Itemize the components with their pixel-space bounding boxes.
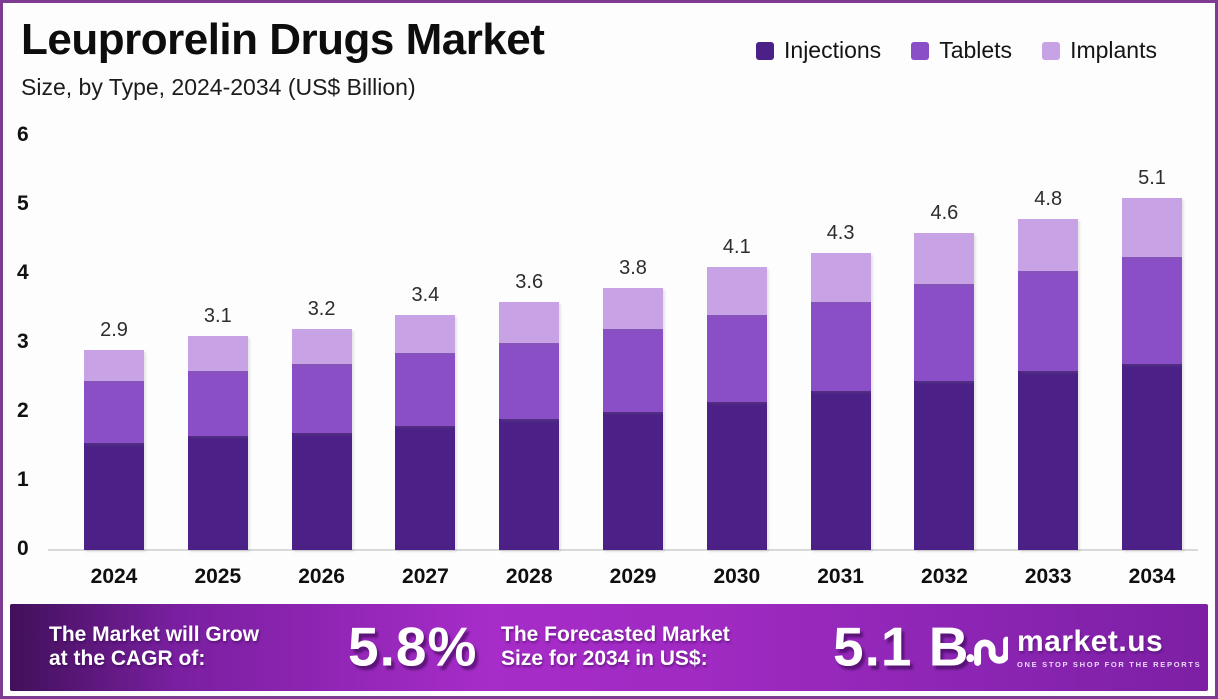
bar-segment-injections-2031[interactable] xyxy=(810,391,871,550)
legend: Injections Tablets Implants xyxy=(756,37,1157,64)
bar-total-label-2027: 3.4 xyxy=(411,284,440,307)
x-axis-label-2025: 2025 xyxy=(194,565,242,588)
page-title: Leuprorelin Drugs Market xyxy=(21,15,545,64)
bar-total-label-2026: 3.2 xyxy=(307,298,336,321)
page-subtitle: Size, by Type, 2024-2034 (US$ Billion) xyxy=(21,73,416,100)
stacked-bar-chart: 0 1 2 3 4 5 6 2.9 2024 3.1 2025 3.2 2026 3.4 2027 3.6 20… xyxy=(3,3,1215,696)
bar-segment-injections-2030[interactable] xyxy=(706,401,767,550)
bar-segment-implants-2024[interactable] xyxy=(84,349,144,381)
legend-item-injections[interactable]: Injections xyxy=(756,37,881,64)
bar-segment-implants-2025[interactable] xyxy=(187,336,248,371)
bar-segment-implants-2028[interactable] xyxy=(499,301,560,343)
legend-item-tablets[interactable]: Tablets xyxy=(911,37,1012,64)
bar-segment-implants-2034[interactable] xyxy=(1122,198,1182,257)
legend-swatch-tablets xyxy=(911,41,930,60)
bar-segment-implants-2031[interactable] xyxy=(810,253,871,302)
bar-total-label-2032: 4.6 xyxy=(930,201,959,224)
bar-segment-injections-2025[interactable] xyxy=(187,436,248,550)
bar-segment-injections-2028[interactable] xyxy=(499,418,560,550)
footer-banner: The Market will Grow at the CAGR of: 5.8… xyxy=(10,604,1208,691)
x-axis-label-2028: 2028 xyxy=(505,565,553,588)
bar-total-label-2028: 3.6 xyxy=(515,270,544,293)
logo-text-block: market.us ONE STOP SHOP FOR THE REPORTS xyxy=(1017,624,1202,669)
forecast-label: The Forecasted Market Size for 2034 in U… xyxy=(501,623,730,671)
bar-segment-tablets-2024[interactable] xyxy=(84,380,144,444)
x-axis-label-2024: 2024 xyxy=(90,565,138,588)
bar-segment-injections-2026[interactable] xyxy=(291,432,352,550)
y-tick-label-0: 0 xyxy=(17,537,29,560)
bar-segment-implants-2029[interactable] xyxy=(603,287,663,330)
x-axis-line xyxy=(48,549,1198,551)
x-axis-label-2027: 2027 xyxy=(402,565,449,588)
legend-swatch-implants xyxy=(1042,41,1061,60)
x-axis-label-2031: 2031 xyxy=(817,565,864,588)
bar-total-label-2031: 4.3 xyxy=(826,222,855,245)
bar-segment-injections-2024[interactable] xyxy=(84,443,144,550)
y-tick-label-1: 1 xyxy=(17,468,29,491)
bar-segment-tablets-2031[interactable] xyxy=(810,301,871,392)
bar-total-label-2034: 5.1 xyxy=(1138,167,1166,190)
bar-segment-implants-2032[interactable] xyxy=(914,232,975,285)
legend-label: Injections xyxy=(784,37,882,63)
bar-segment-tablets-2027[interactable] xyxy=(395,353,456,426)
bar-segment-implants-2027[interactable] xyxy=(395,315,456,354)
bar-segment-injections-2027[interactable] xyxy=(395,425,456,550)
marketus-logo-icon xyxy=(966,636,1008,666)
bar-segment-tablets-2026[interactable] xyxy=(291,363,352,433)
logo-tagline: ONE STOP SHOP FOR THE REPORTS xyxy=(1017,659,1202,669)
legend-label: Tablets xyxy=(939,37,1013,63)
bar-segment-injections-2033[interactable] xyxy=(1018,370,1079,550)
legend-label: Implants xyxy=(1070,37,1157,63)
x-axis-label-2034: 2034 xyxy=(1128,565,1176,588)
bar-segment-tablets-2032[interactable] xyxy=(914,284,975,381)
y-tick-label-3: 3 xyxy=(17,330,29,353)
x-axis-label-2032: 2032 xyxy=(921,565,968,588)
cagr-value: 5.8% xyxy=(348,615,478,678)
bar-segment-tablets-2030[interactable] xyxy=(706,315,767,402)
marketus-logo[interactable]: market.us ONE STOP SHOP FOR THE REPORTS xyxy=(966,626,1201,670)
forecast-value: 5.1 B xyxy=(833,615,970,678)
bar-segment-implants-2026[interactable] xyxy=(291,329,352,364)
cagr-label: The Market will Grow at the CAGR of: xyxy=(49,623,259,671)
y-tick-label-6: 6 xyxy=(17,123,29,146)
bar-segment-tablets-2025[interactable] xyxy=(187,370,248,437)
bar-segment-injections-2034[interactable] xyxy=(1122,363,1182,550)
bar-total-label-2029: 3.8 xyxy=(619,256,647,279)
legend-item-implants[interactable]: Implants xyxy=(1042,37,1157,64)
x-axis-label-2029: 2029 xyxy=(609,565,657,588)
y-tick-label-5: 5 xyxy=(17,192,29,215)
chart-header: Leuprorelin Drugs Market Size, by Type, … xyxy=(21,15,545,101)
bar-segment-tablets-2033[interactable] xyxy=(1018,270,1079,371)
forecast-label-line2: Size for 2034 in US$: xyxy=(501,647,708,670)
y-tick-label-2: 2 xyxy=(17,399,29,422)
cagr-label-line1: The Market will Grow xyxy=(49,623,260,646)
logo-text: market.us xyxy=(1017,624,1164,658)
bar-segment-tablets-2028[interactable] xyxy=(499,343,560,419)
x-axis-label-2033: 2033 xyxy=(1024,565,1072,588)
bar-total-label-2025: 3.1 xyxy=(203,305,232,328)
bar-segment-implants-2033[interactable] xyxy=(1018,218,1079,271)
y-tick-label-4: 4 xyxy=(17,261,29,284)
bar-segment-tablets-2034[interactable] xyxy=(1122,256,1182,364)
bar-segment-injections-2029[interactable] xyxy=(603,412,663,550)
forecast-label-line1: The Forecasted Market xyxy=(501,623,730,646)
x-axis-label-2030: 2030 xyxy=(713,565,761,588)
x-axis-label-2026: 2026 xyxy=(298,565,345,588)
bar-total-label-2024: 2.9 xyxy=(100,318,128,341)
cagr-label-line2: at the CAGR of: xyxy=(49,647,206,670)
bar-segment-injections-2032[interactable] xyxy=(914,380,975,550)
legend-swatch-injections xyxy=(756,41,775,60)
bar-total-label-2030: 4.1 xyxy=(722,236,751,259)
bar-total-label-2033: 4.8 xyxy=(1034,187,1063,210)
bar-segment-tablets-2029[interactable] xyxy=(603,329,663,412)
bar-segment-implants-2030[interactable] xyxy=(706,267,767,316)
